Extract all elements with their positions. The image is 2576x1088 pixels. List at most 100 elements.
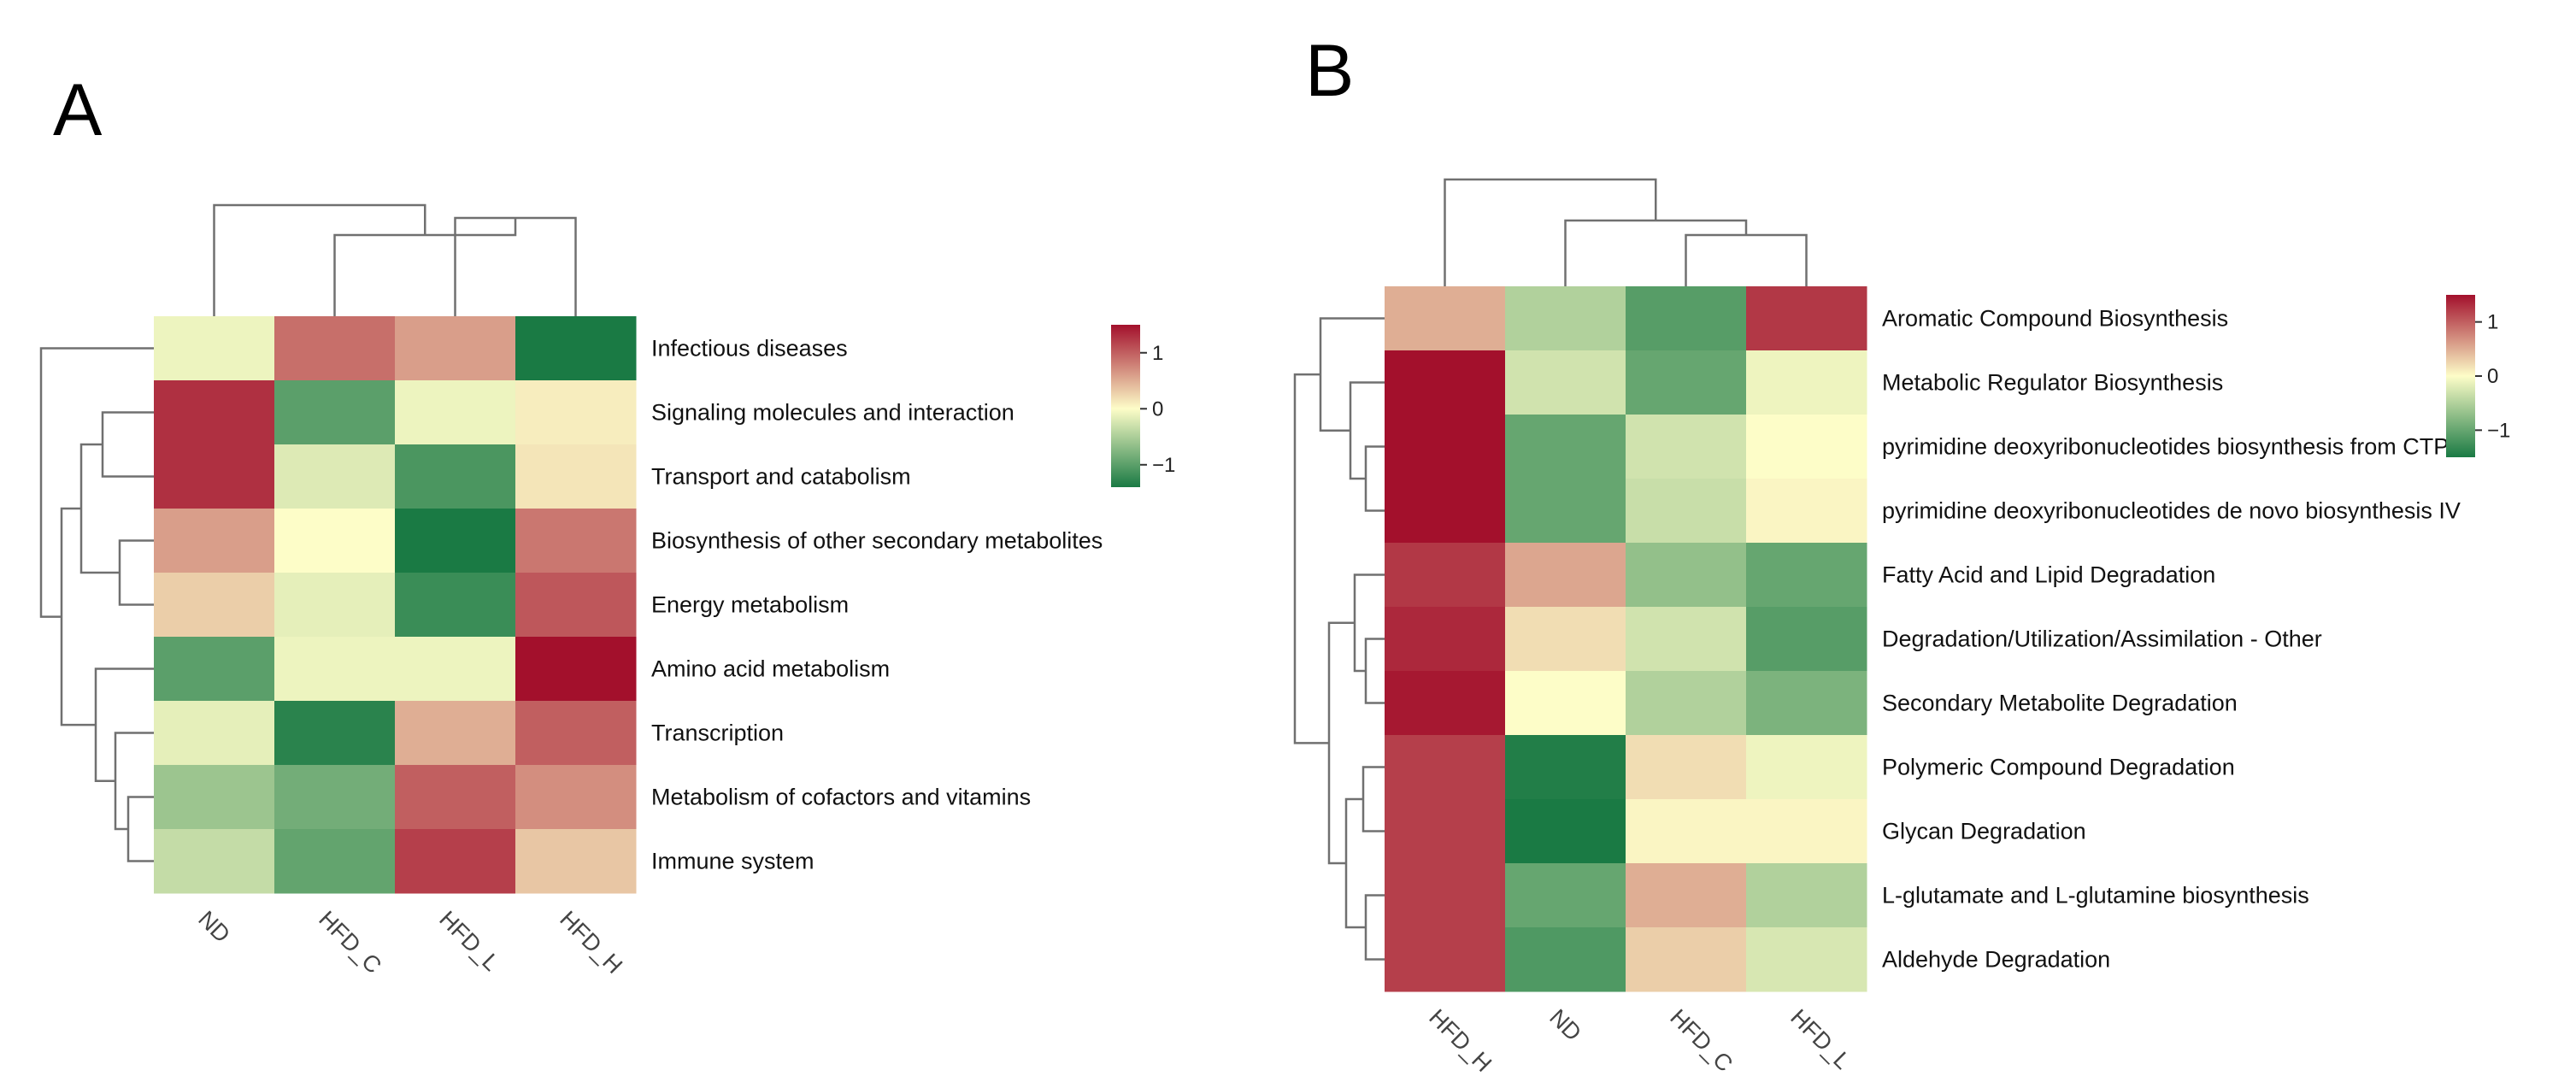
- heatmap-cell: [515, 637, 637, 702]
- column-label-nd: ND: [193, 906, 235, 948]
- heatmap-cell: [1746, 479, 1867, 544]
- heatmap-cell: [1385, 479, 1506, 544]
- row-label-immune-system: Immune system: [651, 849, 815, 874]
- heatmap-cell: [1626, 286, 1747, 351]
- heatmap-cell: [1626, 607, 1747, 672]
- heatmap-cell: [274, 316, 396, 381]
- dendrogram-link: [1564, 219, 1748, 286]
- heatmap-cell: [154, 637, 275, 702]
- legend-color-bar: [1111, 325, 1140, 487]
- heatmap-cell: [274, 829, 396, 894]
- row-label-energy-metabolism: Energy metabolism: [651, 592, 849, 618]
- heatmap-cell: [1746, 415, 1867, 479]
- heatmap-cell: [274, 380, 396, 445]
- heatmap-panel-b: Aromatic Compound Biosynthesis Metabolic …: [1293, 178, 2510, 1077]
- column-label-hfd-c: HFD_C: [1665, 1004, 1738, 1077]
- heatmap-cell: [1746, 286, 1867, 351]
- color-legend-b: 1 0 −1: [2446, 295, 2510, 457]
- row-label-transcription: Transcription: [651, 720, 784, 746]
- heatmap-cell: [1746, 350, 1867, 415]
- heatmap-cell: [1505, 286, 1626, 351]
- heatmap-cells-a: [154, 316, 637, 894]
- legend-tick-label: 0: [2487, 365, 2498, 388]
- dendrogram-link: [213, 203, 426, 316]
- column-label-hfd-h: HFD_H: [555, 906, 627, 979]
- legend-tick-label: 0: [1152, 397, 1163, 420]
- heatmap-cell: [395, 509, 516, 573]
- heatmap-cell: [395, 380, 516, 445]
- panel-b-letter: B: [1305, 30, 1354, 112]
- heatmap-cell: [395, 637, 516, 702]
- legend-tick-label: 1: [2487, 311, 2498, 334]
- heatmap-cell: [515, 829, 637, 894]
- heatmap-cell: [1505, 350, 1626, 415]
- heatmap-cell: [1626, 671, 1747, 736]
- column-dendrogram-b: [1444, 178, 1808, 286]
- heatmap-cell: [1385, 735, 1506, 800]
- heatmap-cell: [1626, 927, 1747, 992]
- heatmap-cell: [154, 509, 275, 573]
- heatmap-cell: [274, 765, 396, 830]
- dendrogram-link: [1319, 317, 1385, 432]
- dendrogram-link: [126, 796, 154, 862]
- heatmap-cell: [1385, 543, 1506, 608]
- row-dendrogram-b: [1293, 317, 1385, 961]
- color-legend-a: 1 0 −1: [1111, 325, 1175, 487]
- heatmap-cell: [1385, 350, 1506, 415]
- panel-a-letter: A: [53, 69, 103, 151]
- heatmap-cell: [1746, 671, 1867, 736]
- row-label-secondary-metabolite-degradation: Secondary Metabolite Degradation: [1882, 691, 2238, 716]
- dendrogram-link: [1327, 621, 1355, 865]
- dendrogram-link: [1444, 178, 1657, 286]
- heatmap-cell: [1626, 735, 1747, 800]
- heatmap-cell: [1746, 607, 1867, 672]
- column-label-hfd-c: HFD_C: [314, 906, 386, 979]
- heatmap-cell: [1505, 543, 1626, 608]
- row-label-infectious-diseases: Infectious diseases: [651, 336, 848, 362]
- dendrogram-link: [79, 443, 120, 574]
- row-label-metabolism-of-cofactors-and-vitamins: Metabolism of cofactors and vitamins: [651, 785, 1031, 810]
- legend-tick-label: −1: [1152, 454, 1175, 477]
- heatmap-cell: [274, 637, 396, 702]
- dendrogram-link: [1364, 894, 1385, 961]
- dendrogram-link: [1364, 638, 1385, 704]
- heatmap-cell: [395, 444, 516, 509]
- heatmap-cell: [1385, 286, 1506, 351]
- legend-tick-label: 1: [1152, 342, 1163, 365]
- column-labels-b: HFD_H ND HFD_C HFD_L: [1424, 1004, 1856, 1077]
- heatmap-cell: [274, 573, 396, 638]
- heatmap-cell: [154, 701, 275, 766]
- heatmap-cell: [395, 316, 516, 381]
- heatmap-cell: [1505, 607, 1626, 672]
- heatmap-cell: [1626, 350, 1747, 415]
- dendrogram-link: [1364, 445, 1385, 512]
- heatmap-cell: [154, 573, 275, 638]
- row-label-signaling-molecules-and-interaction: Signaling molecules and interaction: [651, 400, 1015, 426]
- heatmap-cell: [154, 380, 275, 445]
- row-label-polymeric-compound-degradation: Polymeric Compound Degradation: [1882, 755, 2235, 780]
- heatmap-cell: [395, 573, 516, 638]
- column-label-hfd-l: HFD_L: [434, 906, 504, 976]
- heatmap-cell: [1505, 735, 1626, 800]
- row-label-amino-acid-metabolism: Amino acid metabolism: [651, 656, 890, 682]
- row-label-metabolic-regulator-biosynthesis: Metabolic Regulator Biosynthesis: [1882, 370, 2223, 396]
- heatmap-cells-b: [1385, 286, 1867, 992]
- row-label-pyrimidine-deoxyribonucleotides-de-novo-biosynthesis-iv: pyrimidine deoxyribonucleotides de novo …: [1882, 498, 2461, 524]
- dendrogram-link: [1685, 233, 1808, 286]
- heatmap-cell: [1385, 927, 1506, 992]
- row-label-fatty-acid-and-lipid-degradation: Fatty Acid and Lipid Degradation: [1882, 562, 2215, 588]
- heatmap-cell: [1385, 671, 1506, 736]
- dendrogram-link: [1362, 766, 1385, 832]
- dendrogram-link: [1353, 573, 1385, 673]
- dendrogram-link: [60, 507, 96, 726]
- dendrogram-link: [1349, 381, 1385, 480]
- row-label-pyrimidine-deoxyribonucleotides-biosynthesis-from-ctp: pyrimidine deoxyribonucleotides biosynth…: [1882, 434, 2449, 460]
- heatmap-cell: [515, 509, 637, 573]
- row-label-biosynthesis-of-other-secondary-metabolites: Biosynthesis of other secondary metaboli…: [651, 528, 1103, 554]
- heatmap-cell: [1746, 799, 1867, 864]
- heatmap-cell: [1505, 415, 1626, 479]
- heatmap-cell: [274, 444, 396, 509]
- row-label-aromatic-compound-biosynthesis: Aromatic Compound Biosynthesis: [1882, 306, 2228, 332]
- heatmap-cell: [395, 765, 516, 830]
